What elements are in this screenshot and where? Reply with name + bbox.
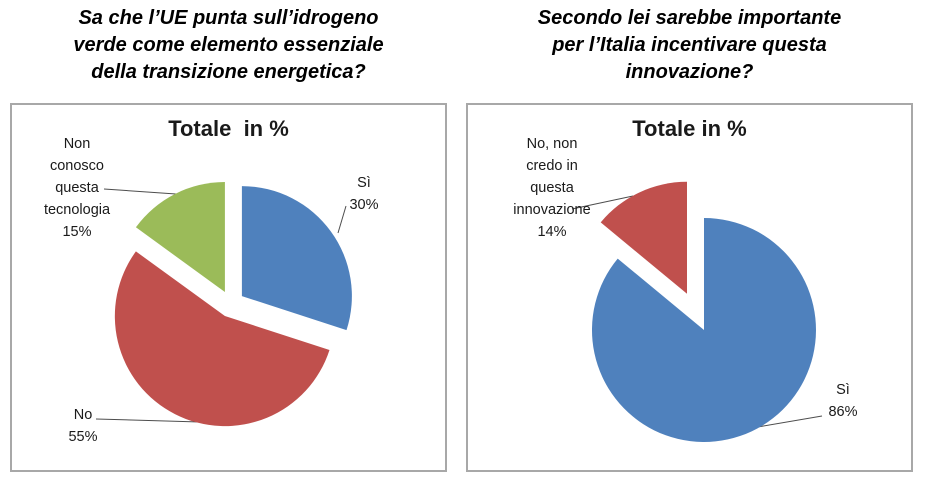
pie-slice-no — [114, 251, 330, 427]
pie-chart-right — [571, 181, 823, 442]
leader-line-no — [95, 418, 201, 423]
chart-panel-left: Totale in % Non conosco questa tecnologi… — [10, 103, 447, 472]
pie-slice-non-conosco-questa-tecnologia — [135, 181, 225, 292]
pie-slice-s — [241, 186, 352, 331]
chart-title-left: Totale in % — [168, 116, 289, 141]
callout-label-si: Sì 30% — [349, 175, 379, 213]
callout-label-non-conosco: Non conosco questa tecnologia 15% — [43, 136, 111, 240]
question-title-left: Sa che l’UE punta sull’idrogeno verde co… — [73, 7, 384, 83]
leader-line-non-conosco — [103, 188, 177, 195]
question-title-right: Secondo lei sarebbe importante per l’Ita… — [537, 7, 842, 83]
callout-label-no-non-credo: No, non credo in questa innovazione 14% — [513, 136, 591, 240]
pie-chart-left — [95, 181, 352, 427]
pie-slice-no-non-credo-in-questa-innovazione — [600, 181, 687, 294]
chart-title-right: Totale in % — [632, 116, 747, 141]
chart-panel-right: Totale in % No, non credo in questa inno… — [466, 103, 913, 472]
callout-label-si: Sì 86% — [828, 382, 858, 420]
callout-label-no: No 55% — [68, 407, 98, 445]
pie-slice-s — [591, 218, 816, 442]
leader-line-si — [337, 205, 347, 234]
leader-line-no-non-credo — [571, 195, 634, 210]
